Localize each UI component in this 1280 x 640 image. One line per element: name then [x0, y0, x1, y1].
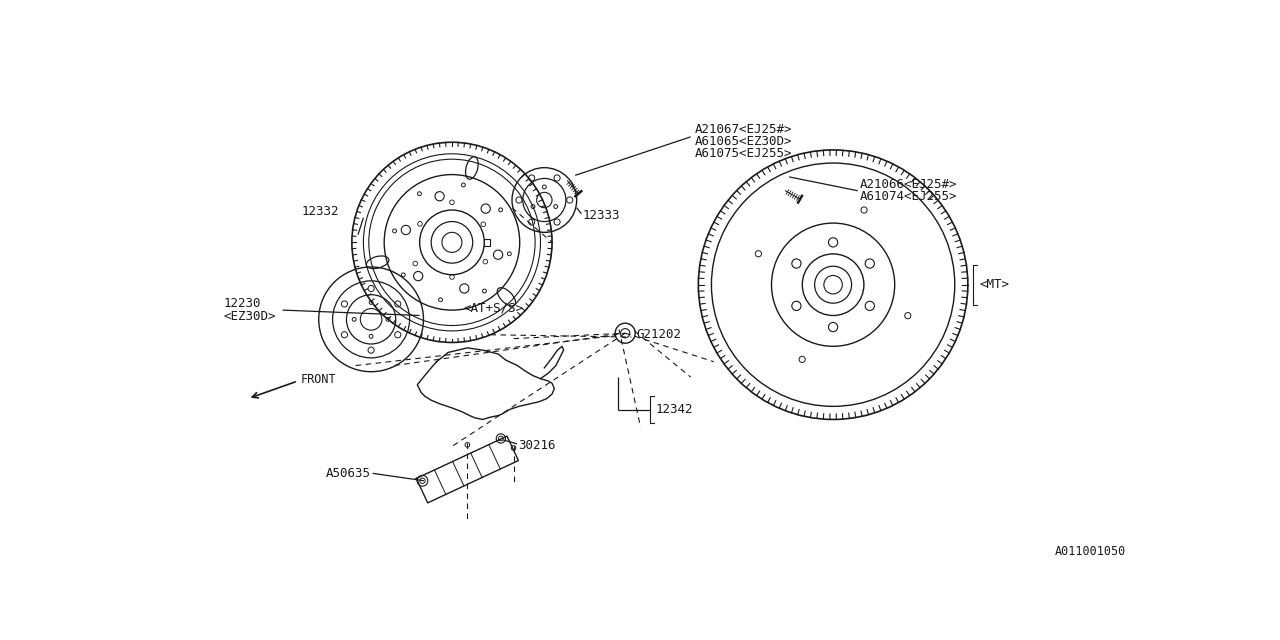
- Text: A50635: A50635: [326, 467, 371, 480]
- Text: A61075<EJ255>: A61075<EJ255>: [695, 147, 792, 160]
- Text: 12332: 12332: [302, 205, 339, 218]
- Text: 30216: 30216: [518, 439, 556, 452]
- Text: A21066<EJ25#>: A21066<EJ25#>: [860, 178, 957, 191]
- Text: A61065<EZ30D>: A61065<EZ30D>: [695, 135, 792, 148]
- Text: 12342: 12342: [657, 403, 694, 416]
- Text: <EZ30D>: <EZ30D>: [223, 310, 275, 323]
- Text: 12230: 12230: [223, 298, 261, 310]
- Text: A21067<EJ25#>: A21067<EJ25#>: [695, 123, 792, 136]
- Text: FRONT: FRONT: [301, 373, 335, 386]
- Text: <MT>: <MT>: [979, 278, 1010, 291]
- Text: A011001050: A011001050: [1055, 545, 1125, 558]
- Text: G21202: G21202: [636, 328, 682, 341]
- Text: A61074<EJ255>: A61074<EJ255>: [860, 191, 957, 204]
- Text: 12333: 12333: [582, 209, 621, 222]
- Bar: [484, 239, 490, 246]
- Text: <AT+S/S>: <AT+S/S>: [463, 301, 524, 314]
